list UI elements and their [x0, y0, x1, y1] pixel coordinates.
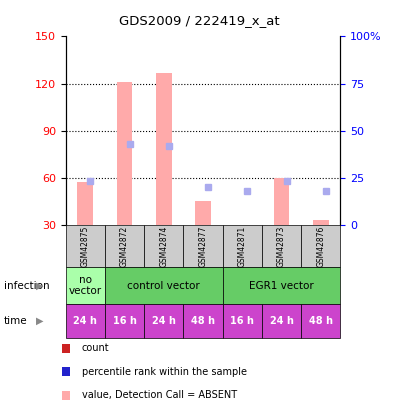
Text: GDS2009 / 222419_x_at: GDS2009 / 222419_x_at [119, 14, 279, 27]
Text: GSM42871: GSM42871 [238, 226, 247, 266]
Bar [156, 72, 172, 225]
Bar [273, 178, 289, 225]
Text: value, Detection Call = ABSENT: value, Detection Call = ABSENT [82, 390, 237, 400]
Text: GSM42876: GSM42876 [316, 225, 325, 267]
Text: 24 h: 24 h [73, 316, 97, 326]
Text: ▶: ▶ [36, 281, 43, 290]
Text: percentile rank within the sample: percentile rank within the sample [82, 367, 247, 377]
Bar [313, 220, 328, 225]
Text: infection: infection [4, 281, 50, 290]
Text: time: time [4, 316, 27, 326]
Text: ▶: ▶ [36, 316, 43, 326]
Text: GSM42872: GSM42872 [120, 226, 129, 266]
Text: no
vector: no vector [69, 275, 102, 296]
Text: control vector: control vector [127, 281, 200, 290]
Bar [234, 225, 250, 231]
Bar [195, 201, 211, 225]
Bar [78, 182, 93, 225]
Text: 48 h: 48 h [309, 316, 333, 326]
Text: 16 h: 16 h [113, 316, 137, 326]
Text: 24 h: 24 h [152, 316, 176, 326]
Text: count: count [82, 343, 109, 353]
Text: EGR1 vector: EGR1 vector [249, 281, 314, 290]
Text: GSM42873: GSM42873 [277, 225, 286, 267]
Text: 48 h: 48 h [191, 316, 215, 326]
Text: GSM42877: GSM42877 [199, 225, 207, 267]
Bar [117, 82, 133, 225]
Text: 24 h: 24 h [269, 316, 293, 326]
Text: GSM42875: GSM42875 [81, 225, 90, 267]
Text: GSM42874: GSM42874 [159, 225, 168, 267]
Text: 16 h: 16 h [230, 316, 254, 326]
